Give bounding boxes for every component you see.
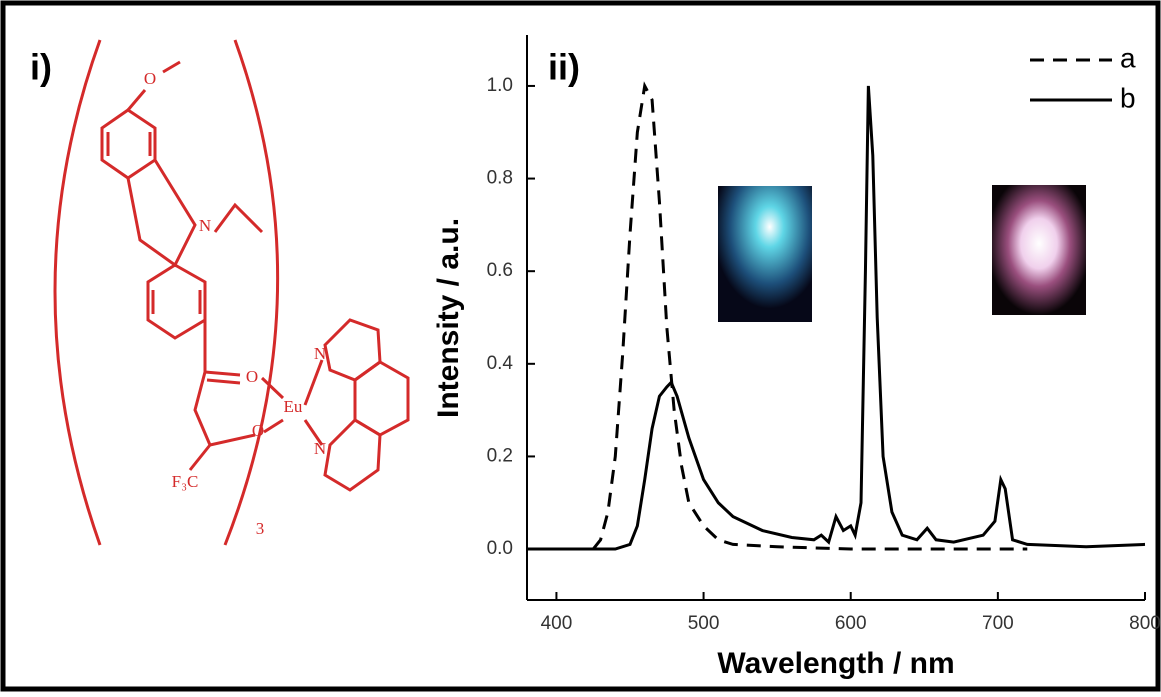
atom: O: [246, 367, 258, 386]
x-tick-label: 700: [982, 613, 1014, 634]
x-tick-label: 600: [835, 613, 867, 634]
inset-photo: [718, 186, 812, 322]
y-tick-label: 0.4: [487, 353, 514, 374]
x-axis-title: Wavelength / nm: [717, 647, 954, 680]
atom: Eu: [284, 397, 303, 416]
inset-photo: [992, 185, 1086, 315]
x-tick-label: 500: [688, 613, 720, 634]
atom: N: [314, 344, 326, 363]
y-tick-label: 0.2: [487, 445, 513, 466]
atom: F₃C: [172, 472, 199, 491]
legend-label: a: [1120, 42, 1136, 73]
y-tick-label: 0.8: [487, 168, 513, 189]
y-tick-label: 0.0: [487, 538, 513, 559]
atom: N: [199, 216, 211, 235]
y-tick-label: 0.6: [487, 260, 513, 281]
y-tick-label: 1.0: [487, 75, 513, 96]
legend-label: b: [1120, 82, 1136, 113]
panel-label: i): [30, 47, 52, 88]
atom: 3: [256, 519, 265, 538]
x-tick-label: 400: [541, 613, 573, 634]
line-series: [527, 85, 1146, 551]
atom: O: [144, 69, 156, 88]
x-tick-label: 800: [1129, 613, 1161, 634]
y-axis-title: Intensity / a.u.: [432, 218, 465, 418]
atom: O: [252, 421, 264, 440]
panel-label: ii): [548, 47, 580, 88]
line-series: [592, 81, 1028, 551]
molecule: [53, 39, 410, 546]
atom: N: [314, 439, 326, 458]
